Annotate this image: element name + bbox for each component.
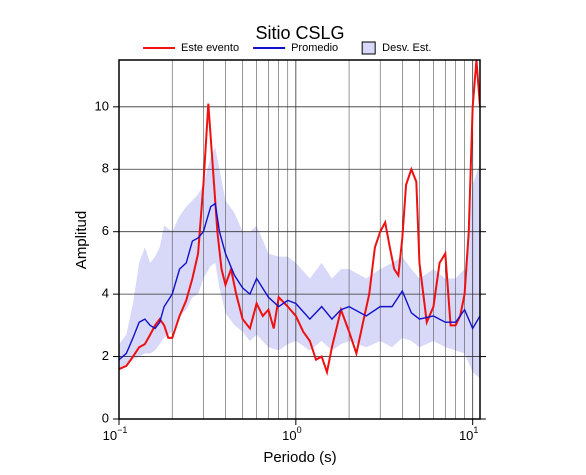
chart-title: Sitio CSLG [255,23,344,43]
series-line [119,60,480,377]
plot-frame [118,59,481,420]
x-tick-exponent: 0 [297,425,302,435]
x-tick-exponent: −1 [117,425,127,435]
series-line [119,202,480,361]
y-tick-label: 0 [102,410,109,425]
x-tick-base: 10 [103,428,117,443]
plot-area [119,60,480,419]
x-axis-label: Periodo (s) [263,449,336,466]
legend-label: Este evento [181,42,239,54]
legend: Este evento Promedio Desv. Est. [143,41,431,55]
x-tick-base: 10 [282,428,296,443]
y-axis-label: Amplitud [73,211,90,269]
y-tick-label: 6 [102,223,109,238]
x-tick-label: 101 [459,425,478,443]
legend-label: Promedio [291,42,338,54]
x-tick-base: 10 [459,428,473,443]
std-band [119,147,480,379]
y-tick-label: 8 [102,161,109,176]
x-tick-exponent: 1 [473,425,478,435]
x-tick-label: 100 [282,425,301,443]
x-tick-label: 10−1 [103,425,128,443]
y-tick-label: 2 [102,348,109,363]
legend-swatch [361,41,376,55]
legend-label: Desv. Est. [382,42,431,54]
y-tick-label: 10 [95,98,109,113]
y-tick-label: 4 [102,286,109,301]
